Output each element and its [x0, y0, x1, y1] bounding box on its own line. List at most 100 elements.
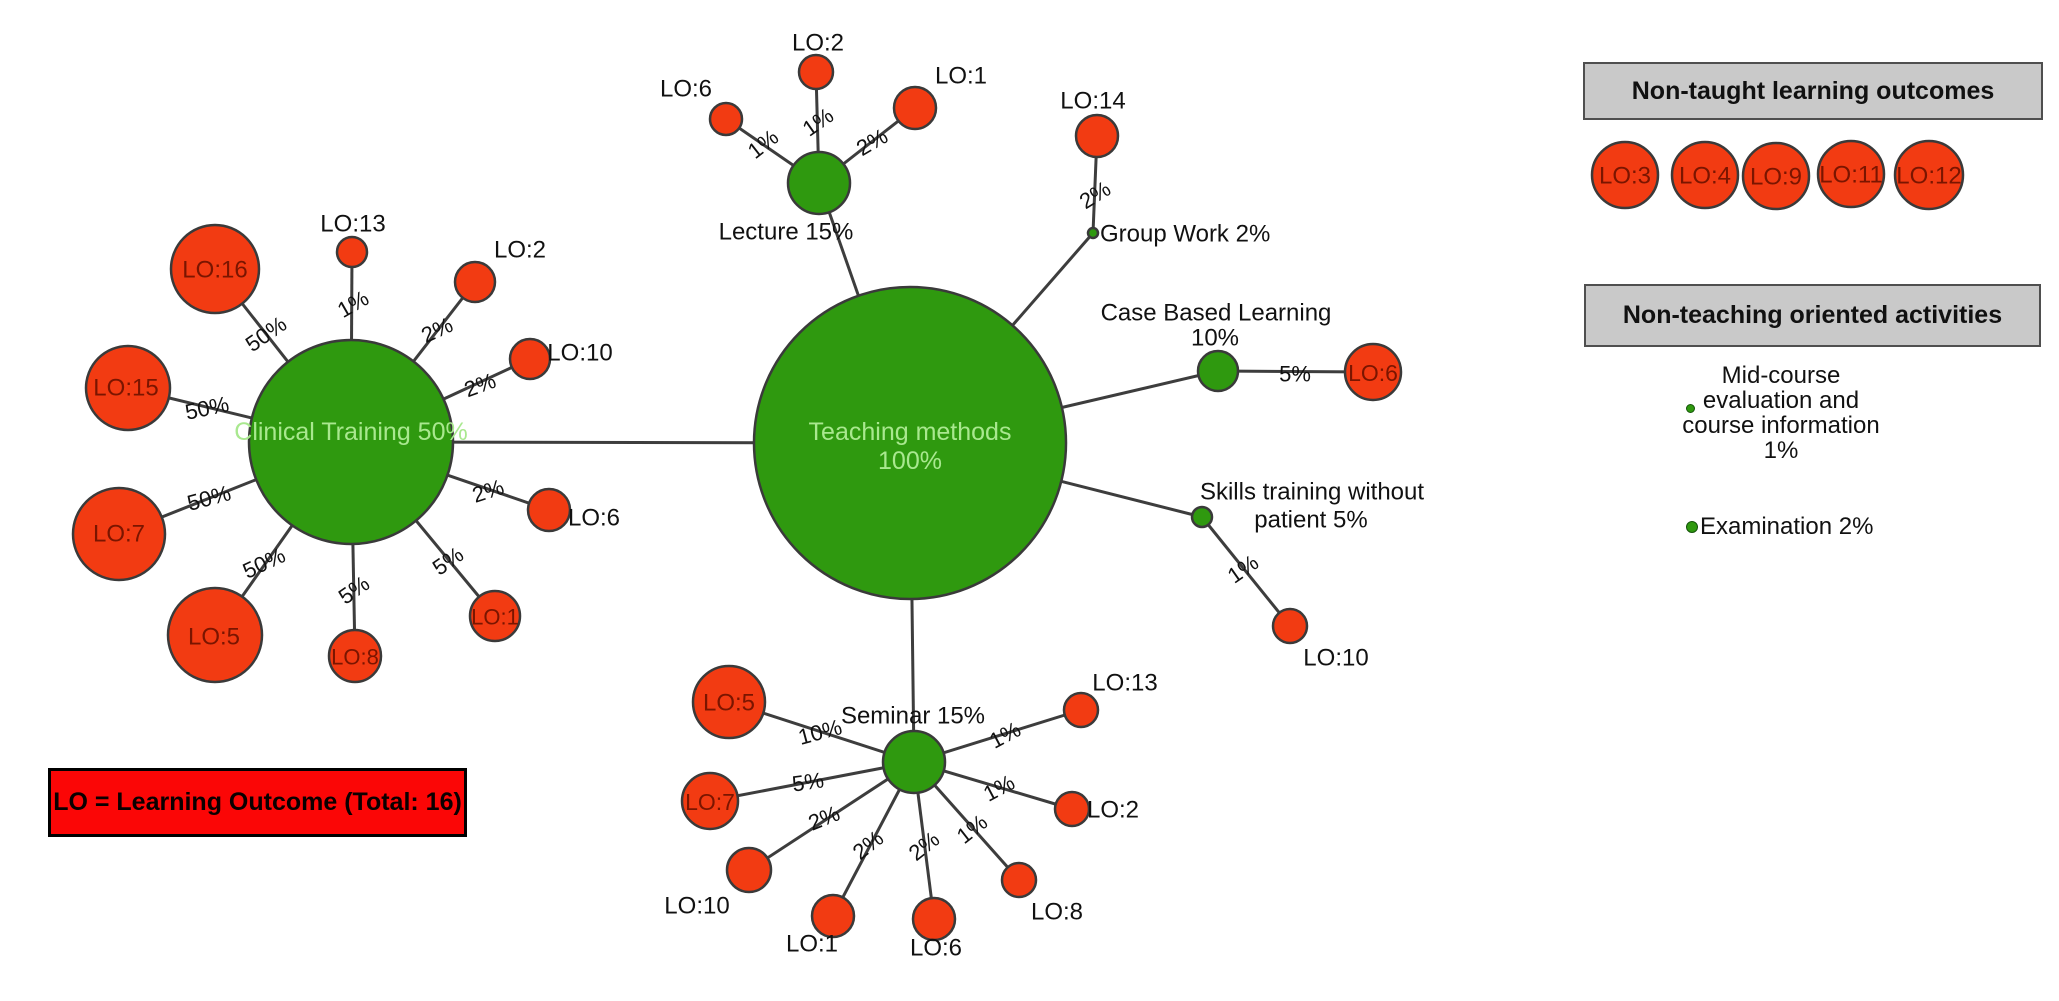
- legend-box: LO = Learning Outcome (Total: 16): [48, 768, 467, 837]
- node-clinical-lo2: [453, 260, 497, 304]
- edge-label-10-16: 10%: [795, 714, 844, 750]
- edge-label-2-8: 2%: [417, 312, 456, 348]
- edge-label-2-12: 2%: [469, 474, 507, 508]
- label-clinical-training-50-2: Clinical Training 50%: [234, 418, 467, 446]
- label-lo-5-10: LO:5: [703, 690, 755, 717]
- node-case-based-learning: [1196, 349, 1240, 393]
- node-clinical-lo15: [84, 344, 172, 432]
- edge-label-2-20: 2%: [904, 826, 944, 865]
- label-lo-6-17: LO:6: [660, 76, 712, 103]
- node-skills-lo10: [1271, 607, 1309, 645]
- node-lecture-lo1: [892, 85, 938, 131]
- midcourse-dot-icon: [1686, 404, 1695, 413]
- node-clinical-lo5: [166, 586, 264, 684]
- node-seminar-lo2: [1053, 790, 1091, 828]
- label-group-work-2-22: Group Work 2%: [1100, 221, 1270, 248]
- label-100-1: 100%: [878, 447, 942, 475]
- edge-skills-training--skills-lo10: [1200, 516, 1292, 627]
- edge-label-1-2: 1%: [1223, 550, 1263, 589]
- label-lo-7-5: LO:7: [93, 521, 145, 548]
- node-nontaught-lo12: [1893, 139, 1965, 211]
- edge-seminar--seminar-lo7: [709, 760, 915, 803]
- label-lo-13-29: LO:13: [320, 211, 385, 238]
- label-skills-training-without-25: Skills training without: [1200, 479, 1424, 506]
- node-group-work-lo14: [1074, 113, 1120, 159]
- midcourse-evaluation-item: Mid-course evaluation and course informa…: [1656, 363, 1906, 463]
- node-seminar-lo1: [810, 893, 856, 939]
- label-lo-1-8: LO:1: [471, 605, 519, 630]
- label-lo-13-38: LO:13: [1092, 670, 1157, 697]
- label-lo-10-27: LO:10: [1303, 645, 1368, 672]
- midcourse-line-2: evaluation and: [1702, 387, 1860, 414]
- edge-label-1-4: 1%: [798, 103, 838, 142]
- edge-label-5-1: 5%: [1279, 362, 1311, 387]
- node-clinical-lo16: [169, 223, 261, 315]
- label-lo-2-30: LO:2: [494, 237, 546, 264]
- edge-label-5-14: 5%: [334, 571, 374, 610]
- node-seminar-lo8: [1000, 861, 1038, 899]
- label-lo-8-7: LO:8: [331, 645, 379, 670]
- label-lo-10-31: LO:10: [547, 340, 612, 367]
- label-lo-6-32: LO:6: [568, 505, 620, 532]
- label-lo-1-34: LO:1: [786, 931, 838, 958]
- label-case-based-learning-23: Case Based Learning: [1101, 300, 1332, 327]
- node-seminar-lo10: [725, 846, 773, 894]
- node-nontaught-lo11: [1816, 139, 1886, 209]
- node-clinical-lo10: [508, 337, 552, 381]
- node-clinical-lo13: [335, 235, 369, 269]
- label-lo-6-35: LO:6: [910, 935, 962, 962]
- non-teaching-activities-header: Non-teaching oriented activities: [1584, 284, 2041, 347]
- label-lo-1-19: LO:1: [935, 63, 987, 90]
- node-clinical-lo6: [526, 487, 572, 533]
- node-seminar-lo7: [680, 771, 740, 831]
- node-clinical-lo8: [327, 628, 383, 684]
- label-lo-15-4: LO:15: [93, 375, 158, 402]
- label-lo-9-14: LO:9: [1750, 164, 1802, 191]
- label-lo-10-33: LO:10: [664, 893, 729, 920]
- examination-label: Examination 2%: [1700, 513, 1874, 540]
- node-clinical-training: [247, 338, 455, 546]
- label-patient-5-26: patient 5%: [1254, 507, 1367, 534]
- edge-label-1-3: 1%: [743, 124, 783, 163]
- midcourse-line-1: Mid-course: [1721, 362, 1841, 389]
- midcourse-line-4: 1%: [1763, 437, 1799, 464]
- edge-label-2-0: 2%: [1075, 176, 1115, 214]
- edge-label-1-7: 1%: [333, 285, 373, 323]
- label-lo-8-36: LO:8: [1031, 899, 1083, 926]
- edge-label-50-13: 50%: [239, 542, 289, 583]
- node-seminar: [881, 729, 947, 795]
- label-10-24: 10%: [1191, 325, 1239, 352]
- node-lecture-lo6: [708, 101, 744, 137]
- label-lo-11-15: LO:11: [1819, 162, 1883, 189]
- node-seminar-lo5: [691, 664, 767, 740]
- edge-label-50-9: 50%: [183, 391, 231, 425]
- examination-dot-icon: [1686, 521, 1698, 533]
- node-lecture-lo2: [797, 53, 835, 91]
- label-lo-14-20: LO:14: [1060, 88, 1125, 115]
- examination-item: Examination 2%: [1686, 513, 1874, 540]
- node-clinical-lo1: [468, 589, 522, 643]
- label-lo-16-3: LO:16: [182, 257, 247, 284]
- node-seminar-lo13: [1062, 691, 1100, 729]
- edge-label-2-19: 2%: [848, 825, 888, 864]
- non-taught-outcomes-header: Non-taught learning outcomes: [1583, 62, 2043, 120]
- node-lecture: [786, 150, 852, 216]
- label-seminar-15-28: Seminar 15%: [841, 703, 985, 730]
- node-skills-training: [1190, 505, 1214, 529]
- label-lo-6-9: LO:6: [1348, 360, 1398, 386]
- edge-label-1-23: 1%: [985, 716, 1025, 753]
- label-lo-2-37: LO:2: [1087, 797, 1139, 824]
- edge-label-50-6: 50%: [241, 311, 291, 357]
- node-teaching-methods: [752, 285, 1068, 601]
- midcourse-line-3: course information: [1682, 412, 1880, 439]
- edge-label-50-11: 50%: [184, 480, 233, 516]
- node-group-work: [1086, 226, 1100, 240]
- edge-label-1-22: 1%: [979, 769, 1019, 806]
- label-teaching-methods-0: Teaching methods: [809, 418, 1012, 446]
- label-lo-2-18: LO:2: [792, 30, 844, 57]
- non-teaching-activities-title: Non-teaching oriented activities: [1622, 301, 2003, 329]
- label-lo-12-16: LO:12: [1896, 163, 1961, 190]
- node-nontaught-lo3: [1590, 140, 1660, 210]
